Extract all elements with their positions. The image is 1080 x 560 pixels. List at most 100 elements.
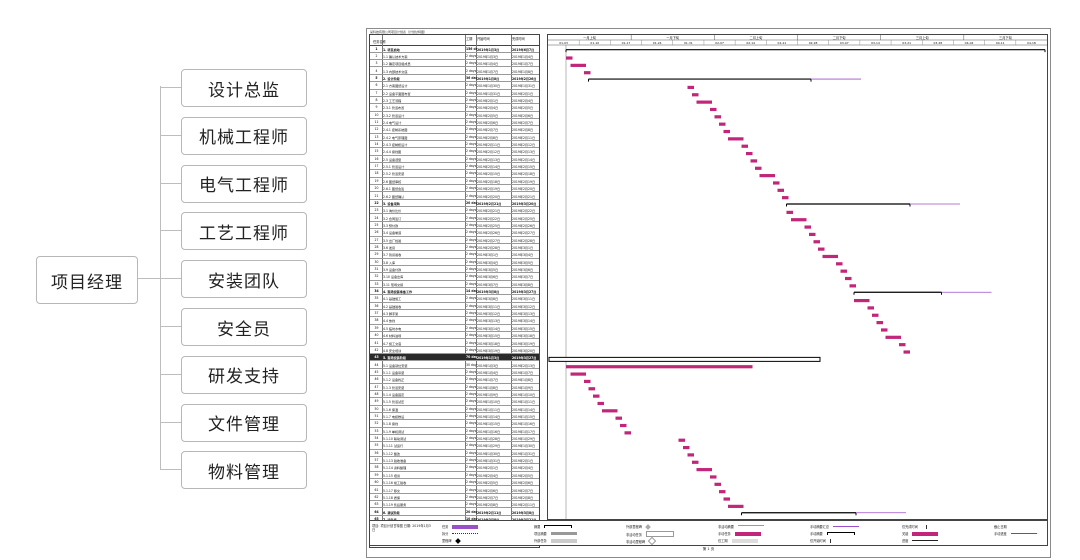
- legend-item: 仅工期: [718, 538, 758, 543]
- task-row[interactable]: 53 5.1.9 单机调试 2 days 2019年1月16日 2019年1月17日: [370, 427, 539, 435]
- task-end: 2019年2月18日: [512, 172, 536, 177]
- task-row[interactable]: 29 3.7 到货验收 2 days 2019年3月1日 2019年3月4日: [370, 251, 539, 259]
- task-row[interactable]: 57 5.1.13 验收准备 2 days 2019年1月31日 2019年2月1日: [370, 457, 539, 465]
- task-bar: [570, 63, 586, 67]
- task-row[interactable]: 6 2.1 方案图纸设计 2 days 2019年1月30日 2019年1月31日: [370, 82, 539, 90]
- task-row[interactable]: 61 5.1.17 移交 2 days 2019年2月6日 2019年2月7日: [370, 486, 539, 494]
- task-row[interactable]: 38 4.4 放线 2 days 2019年3月13日 2019年3月14日: [370, 317, 539, 325]
- task-start: 2019年2月11日: [477, 510, 502, 515]
- task-name: 2.3 工艺流程: [383, 98, 402, 103]
- task-id: 13: [374, 134, 379, 139]
- legend-label: 非活动任务: [626, 532, 642, 537]
- task-row[interactable]: 39 4.5 临时水电 2 days 2019年3月14日 2019年3月15日: [370, 324, 539, 333]
- task-name: 5.1.15 培训: [383, 473, 401, 478]
- task-row[interactable]: 14 2.4.3 控制柜设计 2 days 2019年2月11日 2019年2月12日: [370, 141, 539, 149]
- task-row[interactable]: 4 1.3 内部技术交底 2 days 2019年1月7日 2019年1月8日: [370, 67, 539, 75]
- task-row[interactable]: 35 4.1 基础施工 2 days 2019年3月8日 2019年3月11日: [370, 295, 539, 303]
- task-row[interactable]: 24 3.2 合同签订 2 days 2019年2月22日 2019年2月25日: [370, 214, 539, 222]
- task-id: 26: [374, 230, 379, 235]
- task-row[interactable]: 33 3.11 现场交接 2 days 2019年3月7日 2019年3月8日: [370, 280, 539, 288]
- task-id: 22: [374, 200, 379, 205]
- task-name: 3.1 询价比价: [383, 209, 402, 214]
- task-id: 15: [374, 149, 379, 154]
- task-row[interactable]: 36 4.2 基础验收 2 days 2019年3月11日 2019年3月12日: [370, 302, 539, 311]
- task-id: 1: [375, 46, 378, 51]
- task-row[interactable]: 59 5.1.15 培训 2 days 2019年2月4日 2019年2月5日: [370, 471, 539, 480]
- task-row[interactable]: 40 4.6 材料进场 2 days 2019年3月15日 2019年3月18日: [370, 332, 539, 340]
- task-row[interactable]: 41 4.7 施工交底 2 days 2019年3月18日 2019年3月19日: [370, 339, 539, 347]
- task-row[interactable]: 52 5.1.8 接线 2 days 2019年1月15日 2019年1月16日: [370, 420, 539, 428]
- task-row[interactable]: 19 2.6 图纸审核 2 days 2019年2月18日 2019年2月19日: [370, 177, 539, 186]
- page-footer: 第 1 页: [702, 547, 715, 551]
- task-row[interactable]: 25 3.3 预付款 2 days 2019年2月25日 2019年2月26日: [370, 221, 539, 230]
- task-row[interactable]: 12 2.4.1 控制系统图 2 days 2019年2月7日 2019年2月8日: [370, 126, 539, 134]
- task-name: 2.1 方案图纸设计: [383, 84, 408, 89]
- task-row[interactable]: 54 5.1.10 联动调试 2 days 2019年1月28日 2019年1月29日: [370, 435, 539, 443]
- legend-label: 任务: [442, 525, 449, 529]
- task-row[interactable]: 13 2.4.2 电气原理图 2 days 2019年2月8日 2019年2月11日: [370, 133, 539, 141]
- task-row[interactable]: 7 2.2 设备平面图布置 2 days 2019年1月31日 2019年2月1日: [370, 89, 539, 97]
- task-row[interactable]: 42 4.8 安全培训 2 days 2019年3月19日 2019年3月20日: [370, 346, 539, 355]
- task-row[interactable]: 30 3.8 入库 2 days 2019年3月4日 2019年3月5日: [370, 258, 539, 266]
- task-name: 5.1.3 管道安装: [383, 385, 405, 390]
- task-row[interactable]: 15 2.4.4 接线图 2 days 2019年2月12日 2019年2月13日: [370, 148, 539, 156]
- task-id: 52: [374, 421, 379, 426]
- task-row[interactable]: 9 2.3.1 管道布置 2 days 2019年2月4日 2019年2月5日: [370, 104, 539, 112]
- task-row[interactable]: 63 5.1.19 售后服务 2 days 2019年2月8日 2019年2月11日: [370, 501, 539, 509]
- task-row[interactable]: 17 2.5.1 管道设计 2 days 2019年2月14日 2019年2月15日: [370, 163, 539, 171]
- task-row[interactable]: 51 5.1.7 电缆敷设 2 days 2019年1月14日 2019年1月15日: [370, 413, 539, 421]
- task-row[interactable]: 21 2.6.2 图纸确认 2 days 2019年2月20日 2019年2月21日: [370, 192, 539, 200]
- task-duration: 2 days: [466, 193, 477, 198]
- task-row[interactable]: 18 2.5.2 管道安装 2 days 2019年2月15日 2019年2月18日: [370, 170, 539, 178]
- task-row[interactable]: 45 5.1.1 设备吊装 2 days 2019年1月4日 2019年1月7日: [370, 368, 539, 377]
- legend-label: 摘要: [534, 525, 541, 529]
- task-row[interactable]: 8 2.3 工艺流程 2 days 2019年2月1日 2019年2月4日: [370, 96, 539, 105]
- task-row[interactable]: 3 1.2 确定项目组成员 2 days 2019年1月4日 2019年1月7日: [370, 60, 539, 68]
- task-row[interactable]: 48 5.1.4 设备固定 2 days 2019年1月9日 2019年1月10日: [370, 390, 539, 399]
- task-duration: 20 day: [466, 509, 477, 514]
- month-label: 一月下旬: [666, 35, 679, 40]
- task-duration: 2 days: [466, 83, 477, 88]
- task-row[interactable]: 31 3.9 设备付款 2 days 2019年3月5日 2019年3月6日: [370, 266, 539, 274]
- task-row[interactable]: 27 3.5 出厂检验 2 days 2019年2月27日 2019年2月28日: [370, 236, 539, 244]
- week-label: 03-14: [871, 41, 880, 45]
- task-row[interactable]: 58 5.1.14 资料整理 2 days 2019年2月1日 2019年2月4日: [370, 464, 539, 472]
- task-row[interactable]: 2 1.1 确认技术方案 2 days 2019年1月3日 2019年1月4日: [370, 52, 539, 61]
- task-row[interactable]: 62 5.1.18 质保 2 days 2019年2月7日 2019年2月8日: [370, 493, 539, 502]
- task-duration: 2 days: [466, 443, 477, 448]
- task-row[interactable]: 11 2.4 电气设计 2 days 2019年2月6日 2019年2月7日: [370, 119, 539, 127]
- task-row[interactable]: 23 3.1 询价比价 2 days 2019年2月21日 2019年2月22日: [370, 207, 539, 215]
- task-row[interactable]: 16 2.5 设备选型 2 days 2019年2月13日 2019年2月14日: [370, 155, 539, 164]
- org-connector-branch: [160, 182, 181, 184]
- task-row[interactable]: 46 5.1.2 设备找正 2 days 2019年1月7日 2019年1月8日: [370, 376, 539, 384]
- org-connector-branch: [160, 278, 181, 280]
- task-row[interactable]: 47 5.1.3 管道安装 2 days 2019年1月8日 2019年1月9日: [370, 383, 539, 391]
- task-row[interactable]: 28 3.6 发货 2 days 2019年2月28日 2019年3月1日: [370, 243, 539, 252]
- task-row[interactable]: 56 5.1.12 整改 2 days 2019年1月30日 2019年1月31日: [370, 449, 539, 458]
- task-row[interactable]: 50 5.1.6 保温 2 days 2019年1月11日 2019年1月14日: [370, 405, 539, 413]
- task-row[interactable]: 10 2.3.2 管道设计 2 days 2019年2月5日 2019年2月6日: [370, 111, 539, 119]
- task-start: 2019年2月15日: [477, 172, 501, 177]
- legend-item: 手动摘要汇总: [810, 524, 860, 529]
- task-row[interactable]: 26 3.4 设备制造 2 days 2019年2月26日 2019年2月27日: [370, 229, 539, 237]
- task-row[interactable]: 49 5.1.5 管道试压 2 days 2019年1月10日 2019年1月11日: [370, 398, 539, 406]
- task-row[interactable]: 55 5.1.11 试运行 2 days 2019年1月29日 2019年1月30日: [370, 442, 539, 450]
- task-name: 5.1.11 试运行: [383, 444, 404, 449]
- org-connector-branch: [160, 326, 181, 327]
- task-start: 2019年3月8日: [477, 517, 511, 522]
- week-label: 01-31: [684, 41, 693, 45]
- task-row[interactable]: 43 5. 现场安装阶段 70 day 2019年1月3日 2019年3月27日: [370, 353, 539, 362]
- task-row[interactable]: 60 5.1.16 竣工验收 2 days 2019年2月5日 2019年2月6日: [370, 479, 539, 487]
- legend-symbol-icon: [912, 540, 939, 541]
- task-end: 2019年3月27日: [512, 356, 537, 361]
- task-row[interactable]: 20 2.6.1 图纸会签 2 days 2019年2月19日 2019年2月20日: [370, 185, 539, 193]
- task-row[interactable]: 32 3.10 设备出库 2 days 2019年3月6日 2019年3月7日: [370, 273, 539, 281]
- task-row[interactable]: 64 6. 调试阶段 20 day 2019年2月11日 2019年3月8日: [370, 508, 539, 516]
- task-row[interactable]: 37 4.3 脚手架 2 days 2019年3月12日 2019年3月13日: [370, 310, 539, 318]
- week-label: 01-17: [622, 41, 631, 45]
